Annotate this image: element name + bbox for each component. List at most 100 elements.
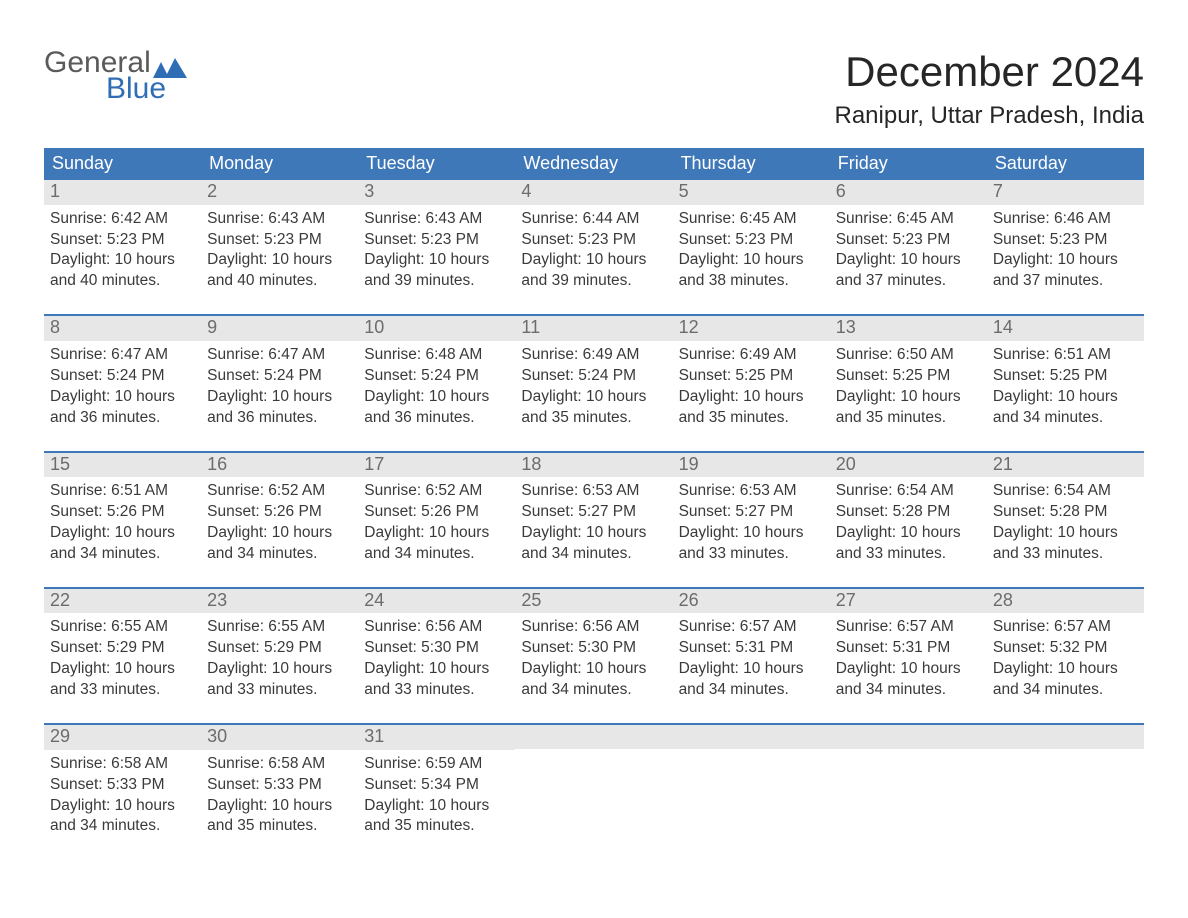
day-body: Sunrise: 6:49 AMSunset: 5:24 PMDaylight:… — [515, 341, 672, 429]
day-number: 28 — [987, 589, 1144, 614]
sunrise-text: Sunrise: 6:57 AM — [993, 617, 1138, 638]
daylight-text: Daylight: 10 hours and 34 minutes. — [50, 796, 195, 838]
day-body: Sunrise: 6:51 AMSunset: 5:26 PMDaylight:… — [44, 477, 201, 565]
sunrise-text: Sunrise: 6:59 AM — [364, 754, 509, 775]
day-body: Sunrise: 6:53 AMSunset: 5:27 PMDaylight:… — [515, 477, 672, 565]
sunset-text: Sunset: 5:34 PM — [364, 775, 509, 796]
week-row: 8Sunrise: 6:47 AMSunset: 5:24 PMDaylight… — [44, 314, 1144, 438]
sunset-text: Sunset: 5:32 PM — [993, 638, 1138, 659]
sunset-text: Sunset: 5:26 PM — [364, 502, 509, 523]
sunset-text: Sunset: 5:31 PM — [679, 638, 824, 659]
daylight-text: Daylight: 10 hours and 37 minutes. — [993, 250, 1138, 292]
day-body: Sunrise: 6:55 AMSunset: 5:29 PMDaylight:… — [201, 613, 358, 701]
day-body: Sunrise: 6:59 AMSunset: 5:34 PMDaylight:… — [358, 750, 515, 838]
daylight-text: Daylight: 10 hours and 35 minutes. — [207, 796, 352, 838]
day-cell — [987, 725, 1144, 847]
day-number: 13 — [830, 316, 987, 341]
sunset-text: Sunset: 5:30 PM — [364, 638, 509, 659]
sunset-text: Sunset: 5:30 PM — [521, 638, 666, 659]
empty-day — [673, 725, 830, 749]
day-number: 8 — [44, 316, 201, 341]
sunrise-text: Sunrise: 6:43 AM — [207, 209, 352, 230]
day-cell: 5Sunrise: 6:45 AMSunset: 5:23 PMDaylight… — [673, 180, 830, 302]
day-number: 14 — [987, 316, 1144, 341]
day-body: Sunrise: 6:48 AMSunset: 5:24 PMDaylight:… — [358, 341, 515, 429]
day-body: Sunrise: 6:45 AMSunset: 5:23 PMDaylight:… — [673, 205, 830, 293]
sunrise-text: Sunrise: 6:44 AM — [521, 209, 666, 230]
sunset-text: Sunset: 5:23 PM — [521, 230, 666, 251]
sunset-text: Sunset: 5:25 PM — [836, 366, 981, 387]
day-number: 21 — [987, 453, 1144, 478]
empty-day — [830, 725, 987, 749]
sunset-text: Sunset: 5:26 PM — [50, 502, 195, 523]
weekday-header-row: SundayMondayTuesdayWednesdayThursdayFrid… — [44, 148, 1144, 180]
day-number: 2 — [201, 180, 358, 205]
day-body: Sunrise: 6:51 AMSunset: 5:25 PMDaylight:… — [987, 341, 1144, 429]
daylight-text: Daylight: 10 hours and 40 minutes. — [50, 250, 195, 292]
sunset-text: Sunset: 5:24 PM — [50, 366, 195, 387]
day-body: Sunrise: 6:54 AMSunset: 5:28 PMDaylight:… — [987, 477, 1144, 565]
sunset-text: Sunset: 5:29 PM — [50, 638, 195, 659]
sunset-text: Sunset: 5:24 PM — [521, 366, 666, 387]
day-number: 5 — [673, 180, 830, 205]
sunrise-text: Sunrise: 6:53 AM — [521, 481, 666, 502]
sunset-text: Sunset: 5:24 PM — [364, 366, 509, 387]
day-body: Sunrise: 6:52 AMSunset: 5:26 PMDaylight:… — [358, 477, 515, 565]
daylight-text: Daylight: 10 hours and 34 minutes. — [521, 659, 666, 701]
weekday-header: Wednesday — [515, 148, 672, 180]
daylight-text: Daylight: 10 hours and 33 minutes. — [364, 659, 509, 701]
day-number: 30 — [201, 725, 358, 750]
sunrise-text: Sunrise: 6:54 AM — [993, 481, 1138, 502]
sunrise-text: Sunrise: 6:47 AM — [50, 345, 195, 366]
week-row: 22Sunrise: 6:55 AMSunset: 5:29 PMDayligh… — [44, 587, 1144, 711]
title-block: December 2024 Ranipur, Uttar Pradesh, In… — [834, 48, 1144, 130]
day-number: 7 — [987, 180, 1144, 205]
weekday-header: Tuesday — [358, 148, 515, 180]
calendar-body: 1Sunrise: 6:42 AMSunset: 5:23 PMDaylight… — [44, 180, 1144, 847]
daylight-text: Daylight: 10 hours and 35 minutes. — [679, 387, 824, 429]
sunrise-text: Sunrise: 6:54 AM — [836, 481, 981, 502]
day-cell: 30Sunrise: 6:58 AMSunset: 5:33 PMDayligh… — [201, 725, 358, 847]
day-number: 15 — [44, 453, 201, 478]
day-cell — [515, 725, 672, 847]
sunset-text: Sunset: 5:29 PM — [207, 638, 352, 659]
location: Ranipur, Uttar Pradesh, India — [834, 102, 1144, 130]
day-number: 3 — [358, 180, 515, 205]
day-cell: 18Sunrise: 6:53 AMSunset: 5:27 PMDayligh… — [515, 453, 672, 575]
day-cell: 4Sunrise: 6:44 AMSunset: 5:23 PMDaylight… — [515, 180, 672, 302]
day-cell: 9Sunrise: 6:47 AMSunset: 5:24 PMDaylight… — [201, 316, 358, 438]
day-cell: 22Sunrise: 6:55 AMSunset: 5:29 PMDayligh… — [44, 589, 201, 711]
day-number: 10 — [358, 316, 515, 341]
day-cell: 16Sunrise: 6:52 AMSunset: 5:26 PMDayligh… — [201, 453, 358, 575]
sunrise-text: Sunrise: 6:58 AM — [207, 754, 352, 775]
day-body: Sunrise: 6:43 AMSunset: 5:23 PMDaylight:… — [358, 205, 515, 293]
day-body: Sunrise: 6:53 AMSunset: 5:27 PMDaylight:… — [673, 477, 830, 565]
day-cell: 17Sunrise: 6:52 AMSunset: 5:26 PMDayligh… — [358, 453, 515, 575]
day-number: 27 — [830, 589, 987, 614]
sunrise-text: Sunrise: 6:56 AM — [364, 617, 509, 638]
sunset-text: Sunset: 5:23 PM — [50, 230, 195, 251]
sunrise-text: Sunrise: 6:52 AM — [364, 481, 509, 502]
daylight-text: Daylight: 10 hours and 34 minutes. — [679, 659, 824, 701]
day-body: Sunrise: 6:54 AMSunset: 5:28 PMDaylight:… — [830, 477, 987, 565]
day-cell: 10Sunrise: 6:48 AMSunset: 5:24 PMDayligh… — [358, 316, 515, 438]
day-body: Sunrise: 6:45 AMSunset: 5:23 PMDaylight:… — [830, 205, 987, 293]
day-body: Sunrise: 6:43 AMSunset: 5:23 PMDaylight:… — [201, 205, 358, 293]
sunset-text: Sunset: 5:27 PM — [679, 502, 824, 523]
weekday-header: Saturday — [987, 148, 1144, 180]
sunset-text: Sunset: 5:23 PM — [836, 230, 981, 251]
day-body: Sunrise: 6:47 AMSunset: 5:24 PMDaylight:… — [44, 341, 201, 429]
daylight-text: Daylight: 10 hours and 33 minutes. — [993, 523, 1138, 565]
sunrise-text: Sunrise: 6:55 AM — [207, 617, 352, 638]
day-number: 29 — [44, 725, 201, 750]
sunset-text: Sunset: 5:31 PM — [836, 638, 981, 659]
daylight-text: Daylight: 10 hours and 36 minutes. — [50, 387, 195, 429]
weekday-header: Monday — [201, 148, 358, 180]
day-number: 20 — [830, 453, 987, 478]
daylight-text: Daylight: 10 hours and 33 minutes. — [50, 659, 195, 701]
sunrise-text: Sunrise: 6:47 AM — [207, 345, 352, 366]
sunrise-text: Sunrise: 6:46 AM — [993, 209, 1138, 230]
day-number: 16 — [201, 453, 358, 478]
daylight-text: Daylight: 10 hours and 34 minutes. — [207, 523, 352, 565]
week-row: 15Sunrise: 6:51 AMSunset: 5:26 PMDayligh… — [44, 451, 1144, 575]
